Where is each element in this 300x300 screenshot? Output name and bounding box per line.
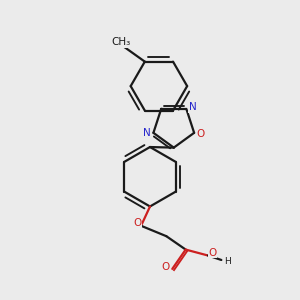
Text: H: H [224,257,231,266]
Text: O: O [162,262,170,272]
Text: N: N [189,102,197,112]
Text: O: O [134,218,142,228]
Text: O: O [208,248,217,257]
Text: O: O [196,129,205,139]
Text: N: N [143,128,151,138]
Text: CH₃: CH₃ [111,37,130,47]
